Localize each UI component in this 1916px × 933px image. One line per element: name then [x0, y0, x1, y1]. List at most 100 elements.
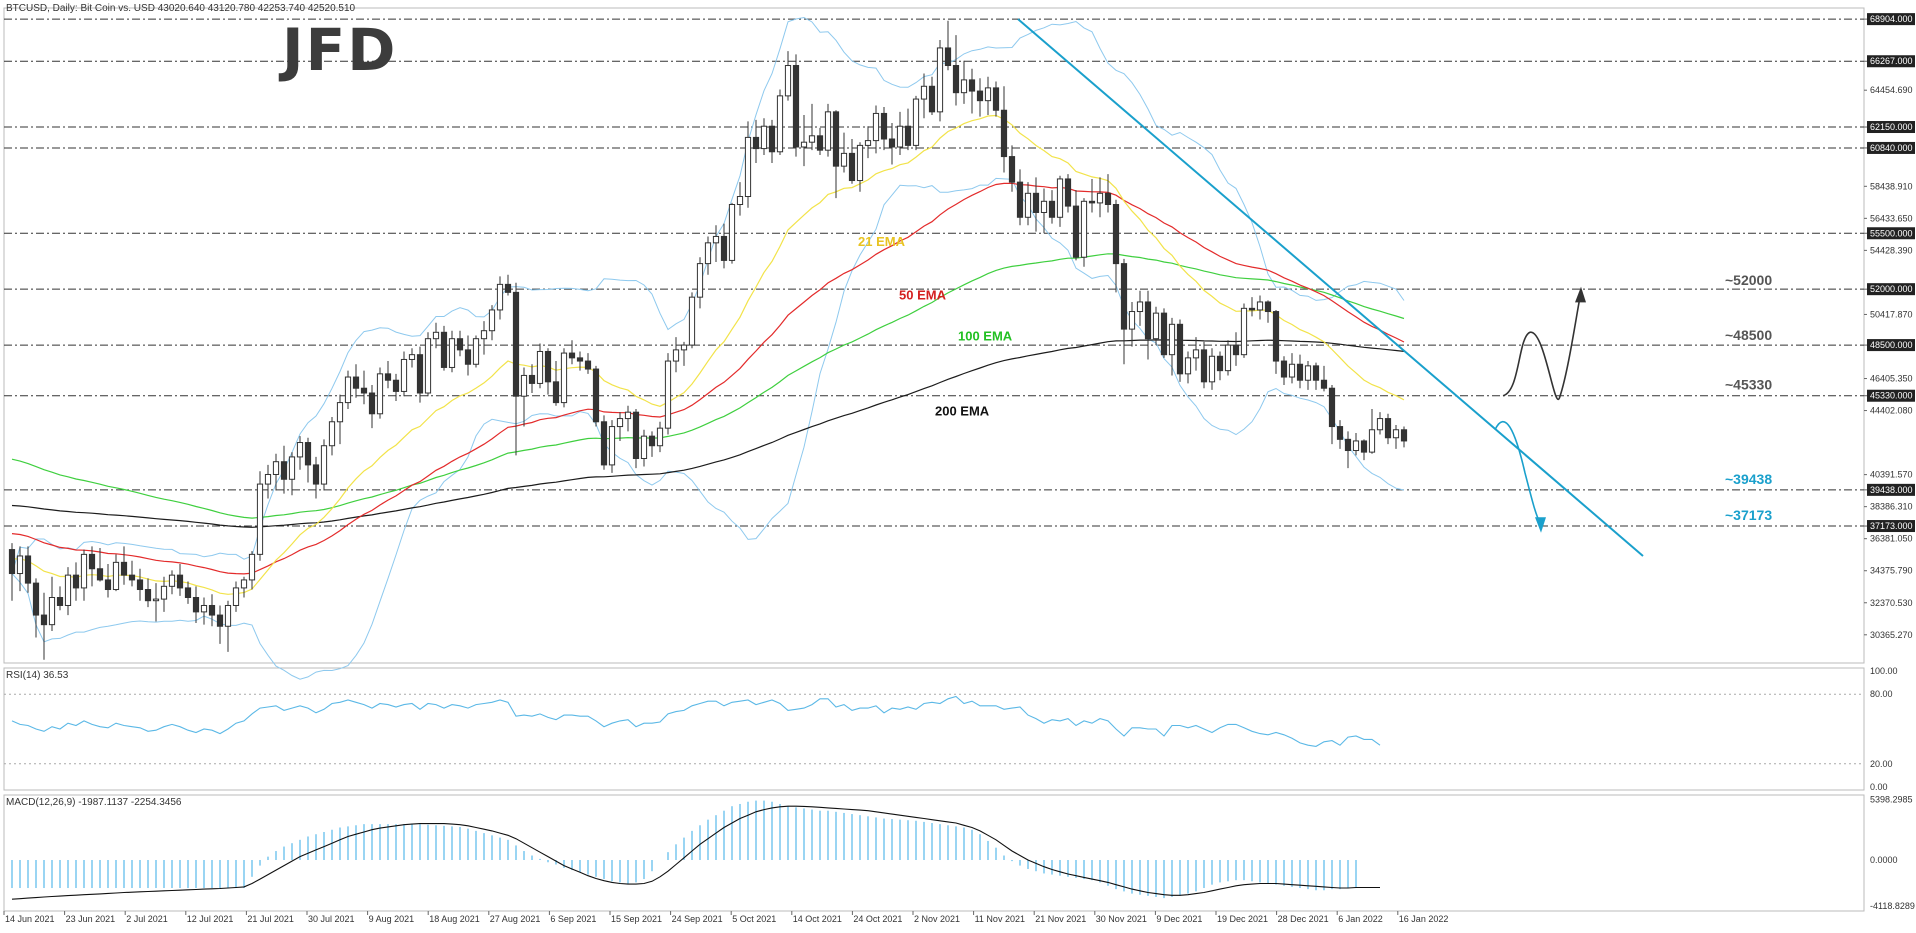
- x-tick-label: 9 Aug 2021: [369, 914, 415, 924]
- candle-body: [856, 144, 864, 182]
- candle-body: [1144, 301, 1152, 340]
- candle-body: [720, 235, 728, 261]
- ema100-label: 100 EMA: [958, 328, 1013, 343]
- candle-body: [520, 374, 528, 397]
- candle-body: [1000, 109, 1008, 158]
- candle-body: [128, 574, 136, 581]
- candle-body: [232, 587, 240, 606]
- candle-body: [528, 374, 536, 384]
- candle-body: [1200, 349, 1208, 383]
- main-ytick: 45330.000: [1870, 391, 1913, 401]
- candle-body: [472, 338, 480, 365]
- candle-body: [104, 579, 112, 591]
- candle-body: [144, 589, 152, 602]
- candle-body: [744, 136, 752, 198]
- candle-body: [416, 354, 424, 394]
- candle-body: [920, 85, 928, 100]
- candle-body: [872, 112, 880, 142]
- rsi-line: [11, 695, 1381, 747]
- candle-body: [1208, 355, 1216, 383]
- level-48500-label: ~48500: [1725, 327, 1772, 343]
- candle-body: [248, 553, 256, 581]
- main-ytick: 58438.910: [1870, 181, 1913, 191]
- candle-body: [672, 349, 680, 362]
- candle-body: [376, 373, 384, 415]
- candle-body: [936, 47, 944, 113]
- candle-body: [1368, 429, 1376, 453]
- main-ytick: 37173.000: [1870, 521, 1913, 531]
- candle-body: [208, 604, 216, 616]
- candle-body: [40, 614, 48, 626]
- candle-body: [928, 85, 936, 113]
- candle-body: [1280, 360, 1288, 378]
- candle-body: [1304, 365, 1312, 381]
- candle-body: [816, 135, 824, 151]
- candle-body: [664, 360, 672, 429]
- x-tick-label: 24 Sep 2021: [672, 914, 723, 924]
- candle-body: [488, 309, 496, 332]
- downtrend-line: [1017, 18, 1644, 557]
- main-ytick: 39438.000: [1870, 485, 1913, 495]
- candle-body: [456, 338, 464, 351]
- candle-body: [384, 373, 392, 381]
- main-ytick: 30365.270: [1870, 630, 1913, 640]
- candle-body: [688, 296, 696, 346]
- candle-body: [496, 283, 504, 311]
- candle-body: [224, 604, 232, 627]
- projection-up-arrowhead: [1575, 286, 1586, 303]
- main-ytick: 68904.000: [1870, 14, 1913, 24]
- main-ytick: 32370.530: [1870, 598, 1913, 608]
- candle-body: [736, 196, 744, 205]
- x-tick-label: 21 Nov 2021: [1035, 914, 1086, 924]
- ema50-label: 50 EMA: [899, 288, 947, 303]
- candle-body: [1072, 205, 1080, 258]
- hline-tag-52000: [1867, 283, 1915, 296]
- main-ytick: 46405.350: [1870, 374, 1913, 384]
- candle-body: [800, 141, 808, 148]
- ema50-line: [11, 182, 1405, 575]
- x-tick-label: 15 Sep 2021: [611, 914, 662, 924]
- candle-body: [1136, 301, 1144, 313]
- level-52000-label: ~52000: [1725, 272, 1772, 288]
- candle-body: [352, 376, 360, 389]
- candle-body: [568, 352, 576, 359]
- main-panel-frame: [3, 7, 1865, 664]
- candle-body: [1392, 429, 1400, 439]
- projection-up-path: [1502, 297, 1581, 401]
- x-tick-label: 30 Jul 2021: [308, 914, 355, 924]
- symbol-header: BTCUSD, Daily: Bit Coin vs. USD 43020.64…: [6, 3, 356, 14]
- x-tick-label: 11 Nov 2021: [975, 914, 1025, 924]
- candle-body: [288, 456, 296, 480]
- candle-body: [1168, 323, 1176, 356]
- candle-body: [904, 125, 912, 146]
- candle-body: [176, 574, 184, 589]
- candle-body: [1384, 418, 1392, 439]
- hline-tag-37173: [1867, 520, 1915, 533]
- x-tick-label: 21 Jul 2021: [247, 914, 294, 924]
- candle-body: [1192, 349, 1200, 359]
- projection-down-arrowhead: [1535, 517, 1546, 533]
- rsi-ytick: 100.00: [1870, 666, 1898, 676]
- x-tick-label: 6 Jan 2022: [1338, 914, 1383, 924]
- candle-body: [504, 283, 512, 293]
- candle-body: [952, 65, 960, 94]
- candle-body: [824, 111, 832, 151]
- candle-body: [216, 614, 224, 627]
- x-tick-label: 18 Aug 2021: [429, 914, 480, 924]
- candle-body: [808, 135, 816, 143]
- x-tick-label: 27 Aug 2021: [490, 914, 541, 924]
- hline-tag-66267: [1867, 55, 1915, 68]
- x-tick-label: 14 Oct 2021: [793, 914, 842, 924]
- candle-body: [336, 402, 344, 423]
- candle-body: [840, 152, 848, 167]
- level-45330-label: ~45330: [1725, 377, 1772, 393]
- level-37173-label: ~37173: [1725, 507, 1772, 523]
- jfd-logo: JFD: [282, 16, 398, 84]
- candle-body: [400, 358, 408, 392]
- main-ytick: 62150.000: [1870, 122, 1913, 132]
- candle-body: [1312, 365, 1320, 381]
- candle-body: [1008, 156, 1016, 183]
- candle-body: [96, 568, 104, 581]
- candle-body: [48, 597, 56, 626]
